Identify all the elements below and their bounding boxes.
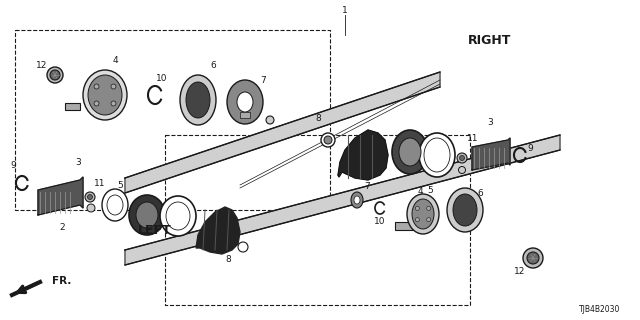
- Circle shape: [47, 67, 63, 83]
- Ellipse shape: [107, 195, 123, 215]
- Bar: [395, 222, 415, 230]
- Text: 11: 11: [467, 133, 479, 142]
- Circle shape: [87, 204, 95, 212]
- Ellipse shape: [129, 195, 165, 235]
- Circle shape: [457, 153, 467, 163]
- Ellipse shape: [407, 194, 439, 234]
- Ellipse shape: [160, 196, 196, 236]
- Text: 3: 3: [75, 157, 81, 166]
- Circle shape: [321, 133, 335, 147]
- Ellipse shape: [447, 188, 483, 232]
- Polygon shape: [338, 130, 388, 180]
- Text: 10: 10: [156, 74, 168, 83]
- Bar: [240, 112, 250, 118]
- Ellipse shape: [180, 75, 216, 125]
- Text: FR.: FR.: [52, 276, 72, 286]
- Circle shape: [94, 84, 99, 89]
- Text: 11: 11: [94, 179, 106, 188]
- Ellipse shape: [399, 138, 421, 166]
- Circle shape: [427, 218, 431, 222]
- Circle shape: [111, 101, 116, 106]
- Text: 4: 4: [112, 55, 118, 65]
- Text: 9: 9: [10, 161, 16, 170]
- Ellipse shape: [453, 194, 477, 226]
- Circle shape: [415, 218, 419, 222]
- Ellipse shape: [136, 202, 158, 228]
- Text: 8: 8: [315, 114, 321, 123]
- Circle shape: [523, 248, 543, 268]
- Circle shape: [458, 166, 465, 173]
- Ellipse shape: [237, 92, 253, 112]
- Ellipse shape: [354, 196, 360, 204]
- Ellipse shape: [424, 138, 450, 172]
- Circle shape: [460, 156, 465, 161]
- Bar: [65, 103, 80, 110]
- Circle shape: [50, 70, 60, 80]
- Polygon shape: [472, 138, 510, 170]
- Text: TJB4B2030: TJB4B2030: [579, 306, 620, 315]
- Text: 10: 10: [374, 218, 386, 227]
- Ellipse shape: [102, 189, 128, 221]
- Text: 4: 4: [417, 188, 423, 196]
- Polygon shape: [196, 207, 240, 254]
- Text: 7: 7: [364, 181, 370, 190]
- Text: LEFT: LEFT: [138, 223, 172, 236]
- Circle shape: [427, 206, 431, 210]
- Circle shape: [85, 192, 95, 202]
- Ellipse shape: [186, 82, 210, 118]
- Text: 12: 12: [36, 60, 48, 69]
- Ellipse shape: [412, 199, 434, 229]
- Text: 8: 8: [225, 255, 231, 265]
- Ellipse shape: [227, 80, 263, 124]
- Circle shape: [88, 195, 93, 199]
- Ellipse shape: [351, 192, 363, 208]
- Circle shape: [111, 84, 116, 89]
- Ellipse shape: [392, 130, 428, 174]
- Circle shape: [324, 136, 332, 144]
- Text: 5: 5: [427, 186, 433, 195]
- Text: 9: 9: [527, 143, 533, 153]
- Circle shape: [415, 206, 419, 210]
- Text: 6: 6: [477, 188, 483, 197]
- Circle shape: [238, 242, 248, 252]
- Text: 3: 3: [487, 117, 493, 126]
- Polygon shape: [125, 72, 440, 193]
- Ellipse shape: [88, 75, 122, 115]
- Circle shape: [527, 252, 539, 264]
- Text: 6: 6: [210, 60, 216, 69]
- Text: 5: 5: [117, 180, 123, 189]
- Polygon shape: [125, 135, 560, 265]
- Ellipse shape: [419, 133, 455, 177]
- Circle shape: [266, 116, 274, 124]
- Circle shape: [94, 101, 99, 106]
- Text: 2: 2: [59, 223, 65, 233]
- Text: RIGHT: RIGHT: [468, 34, 512, 46]
- Ellipse shape: [83, 70, 127, 120]
- Ellipse shape: [166, 202, 190, 230]
- Polygon shape: [38, 177, 83, 215]
- Text: 7: 7: [260, 76, 266, 84]
- Text: 1: 1: [342, 5, 348, 14]
- Text: 12: 12: [515, 268, 525, 276]
